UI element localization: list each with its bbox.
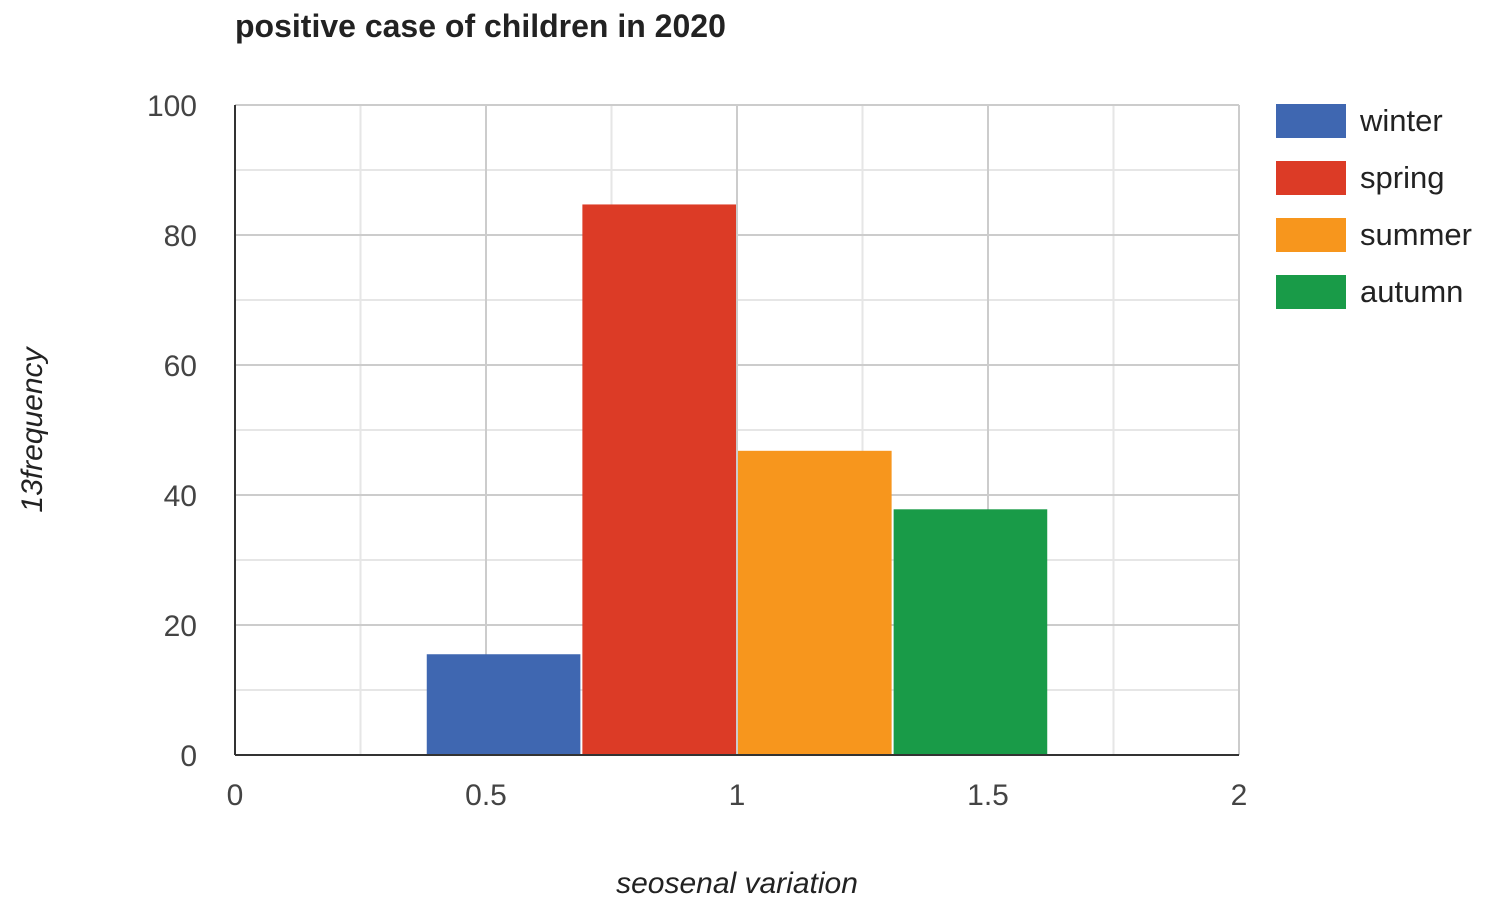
y-tick-label: 80 (164, 220, 197, 253)
x-tick-label: 1 (729, 779, 746, 812)
x-tick-label: 2 (1231, 779, 1248, 812)
chart-title: positive case of children in 2020 (235, 8, 726, 44)
y-tick-label: 100 (147, 90, 197, 123)
y-axis-title: 13frequency (16, 345, 49, 512)
legend: winter spring summer autumn (1276, 103, 1472, 309)
y-tick-label: 40 (164, 480, 197, 513)
legend-label-autumn: autumn (1360, 274, 1463, 309)
x-axis-title: seosenal variation (616, 867, 858, 900)
bar-autumn (893, 509, 1048, 755)
y-tick-labels: 0 20 40 60 80 100 (147, 90, 197, 773)
legend-label-summer: summer (1360, 217, 1472, 252)
y-tick-label: 60 (164, 350, 197, 383)
x-tick-labels: 0 0.5 1 1.5 2 (227, 779, 1248, 812)
legend-swatch-summer (1276, 218, 1346, 252)
x-tick-label: 0.5 (465, 779, 507, 812)
x-tick-label: 0 (227, 779, 244, 812)
x-tick-label: 1.5 (967, 779, 1009, 812)
y-tick-label: 0 (180, 740, 197, 773)
legend-swatch-spring (1276, 161, 1346, 195)
bar-winter (426, 654, 581, 755)
bars (426, 204, 1048, 755)
legend-label-spring: spring (1360, 160, 1444, 195)
legend-swatch-winter (1276, 104, 1346, 138)
legend-label-winter: winter (1359, 103, 1443, 138)
legend-swatch-autumn (1276, 275, 1346, 309)
bar-spring (582, 204, 736, 755)
y-tick-label: 20 (164, 610, 197, 643)
bar-summer (738, 450, 892, 755)
major-grid (235, 104, 1240, 755)
